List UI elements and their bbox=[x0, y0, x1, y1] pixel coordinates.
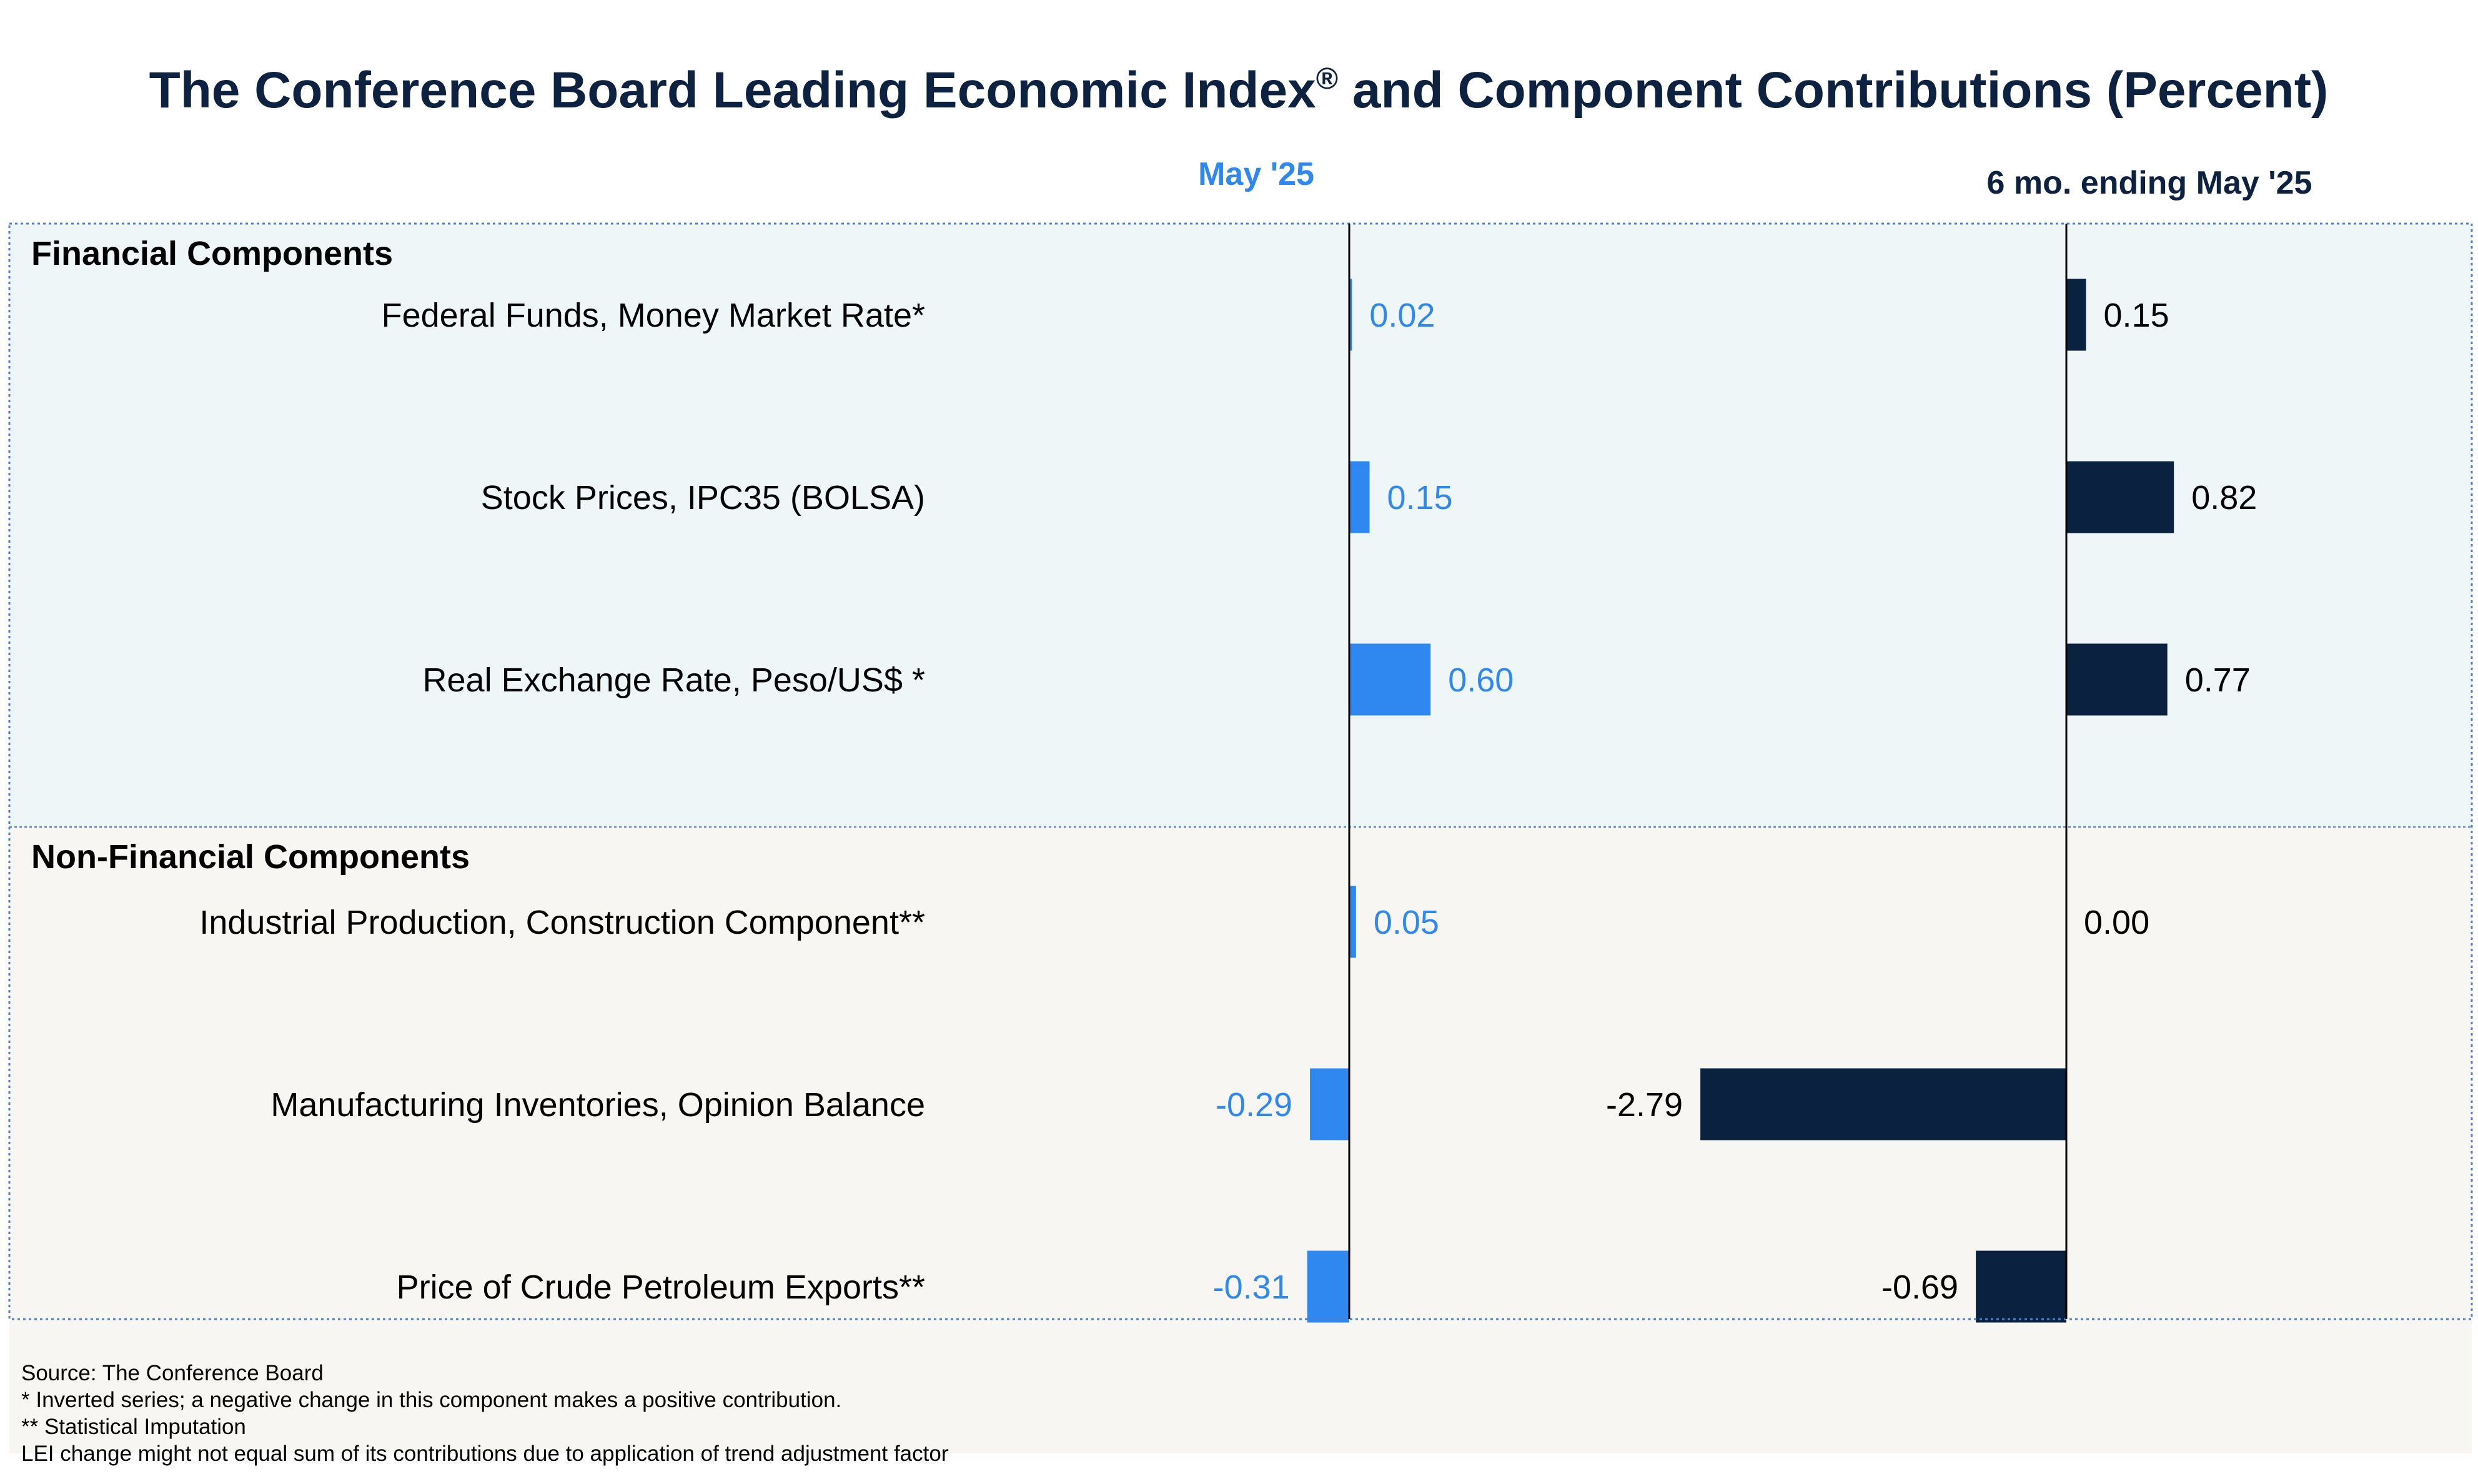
footnotes: Source: The Conference Board * Inverted s… bbox=[21, 1361, 949, 1466]
chart-frame bbox=[8, 222, 2473, 1320]
bar-may25 bbox=[1349, 886, 1356, 958]
chart-title-superscript: ® bbox=[1316, 62, 1338, 96]
chart-title: The Conference Board Leading Economic In… bbox=[149, 62, 2329, 119]
value-label-may25: -0.29 bbox=[1216, 1086, 1292, 1124]
value-label-sixmo: 0.15 bbox=[2104, 297, 2169, 334]
footnote: * Inverted series; a negative change in … bbox=[21, 1388, 841, 1412]
bar-may25 bbox=[1349, 279, 1352, 351]
group-label: Non-Financial Components bbox=[31, 838, 470, 876]
value-label-may25: 0.60 bbox=[1448, 661, 1514, 699]
row-label: Price of Crude Petroleum Exports** bbox=[397, 1269, 925, 1306]
group-background bbox=[9, 224, 2472, 827]
column-header-sixmo: 6 mo. ending May '25 bbox=[1987, 165, 2312, 201]
bar-sixmo bbox=[2066, 461, 2174, 533]
chart-body: May '25 6 mo. ending May '25 Financial Com… bbox=[8, 156, 2473, 1453]
bar-sixmo bbox=[2066, 643, 2168, 716]
bar-may25 bbox=[1349, 643, 1431, 716]
bar-may25 bbox=[1349, 461, 1370, 533]
value-label-sixmo: 0.82 bbox=[2191, 479, 2257, 517]
row-label: Federal Funds, Money Market Rate* bbox=[382, 297, 925, 334]
bar-sixmo bbox=[2066, 279, 2086, 351]
row-label: Real Exchange Rate, Peso/US$ * bbox=[423, 661, 925, 699]
row-label: Stock Prices, IPC35 (BOLSA) bbox=[481, 479, 925, 517]
footnote: ** Statistical Imputation bbox=[21, 1415, 246, 1439]
value-label-may25: 0.05 bbox=[1374, 904, 1439, 941]
row-label: Manufacturing Inventories, Opinion Balan… bbox=[270, 1086, 925, 1124]
row-label: Industrial Production, Construction Comp… bbox=[199, 904, 925, 941]
bar-sixmo bbox=[1700, 1068, 2066, 1140]
chart-title-suffix: and Component Contributions (Percent) bbox=[1338, 62, 2328, 119]
footnote: LEI change might not equal sum of its co… bbox=[21, 1442, 949, 1466]
bar-may25 bbox=[1310, 1068, 1349, 1140]
value-label-sixmo: -0.69 bbox=[1881, 1269, 1958, 1306]
value-label-sixmo: 0.00 bbox=[2084, 904, 2149, 941]
value-label-may25: 0.15 bbox=[1387, 479, 1453, 517]
value-label-sixmo: -2.79 bbox=[1606, 1086, 1683, 1124]
value-label-may25: -0.31 bbox=[1213, 1269, 1290, 1306]
group-label: Financial Components bbox=[31, 235, 393, 272]
footnote: Source: The Conference Board bbox=[21, 1361, 324, 1385]
chart-title-main: The Conference Board Leading Economic In… bbox=[149, 62, 1316, 119]
column-header-may25: May '25 bbox=[1198, 156, 1314, 192]
value-label-may25: 0.02 bbox=[1369, 297, 1435, 334]
bar-may25 bbox=[1307, 1250, 1349, 1323]
value-label-sixmo: 0.77 bbox=[2185, 661, 2251, 699]
bar-sixmo bbox=[1976, 1250, 2066, 1323]
